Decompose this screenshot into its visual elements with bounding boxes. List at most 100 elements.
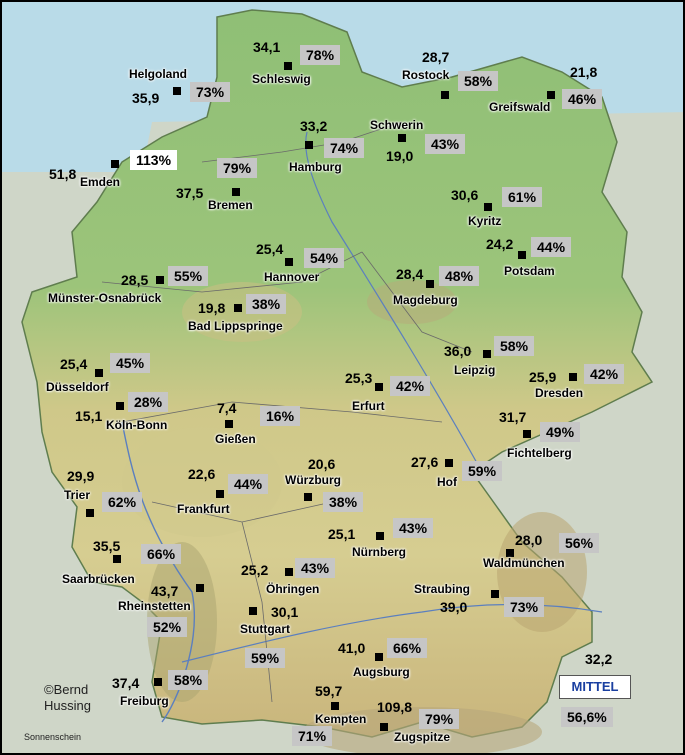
label-schleswig: Schleswig xyxy=(252,72,311,86)
caption-sonnenschein: Sonnenschein xyxy=(24,732,82,742)
label-trier: Trier xyxy=(64,488,91,502)
pct-wuerzburg: 38% xyxy=(323,492,364,512)
value-stuttgart: 30,1 xyxy=(271,604,299,620)
station-marker-frankfurt xyxy=(216,490,224,498)
station-marker-kempten xyxy=(331,702,339,710)
pct-bremen: 79% xyxy=(217,158,258,178)
station-marker-hof xyxy=(445,459,453,467)
pct-schwerin: 43% xyxy=(425,134,466,154)
station-marker-leipzig xyxy=(483,350,491,358)
mittel-label: MITTEL xyxy=(559,675,631,699)
pct-schleswig: 78% xyxy=(300,45,341,65)
value-koelnbonn: 15,1 xyxy=(75,408,103,424)
label-dresden: Dresden xyxy=(535,386,584,400)
label-saarbruecken: Saarbrücken xyxy=(62,572,135,586)
pct-straubing: 73% xyxy=(504,597,545,617)
value-duesseldorf: 25,4 xyxy=(60,356,88,372)
station-marker-rheinstetten xyxy=(196,584,204,592)
pct-erfurt: 42% xyxy=(390,376,431,396)
pct-freiburg: 58% xyxy=(168,670,209,690)
pct-stuttgart: 59% xyxy=(245,648,286,668)
pct-frankfurt: 44% xyxy=(228,474,269,494)
value-emden: 51,8 xyxy=(49,166,77,182)
elbe-river xyxy=(305,131,483,473)
pct-hof: 59% xyxy=(462,461,503,481)
pct-giessen: 16% xyxy=(260,406,301,426)
pct-emden: 113% xyxy=(130,150,178,170)
label-rostock: Rostock xyxy=(402,68,450,82)
value-magdeburg: 28,4 xyxy=(396,266,424,282)
label-greifswald: Greifswald xyxy=(489,100,551,114)
label-zugspitze: Zugspitze xyxy=(394,730,450,744)
station-marker-koelnbonn xyxy=(116,402,124,410)
value-schwerin: 19,0 xyxy=(386,148,414,164)
value-leipzig: 36,0 xyxy=(444,343,472,359)
station-marker-bremen xyxy=(232,188,240,196)
value-potsdam: 24,2 xyxy=(486,236,514,252)
station-marker-duesseldorf xyxy=(95,369,103,377)
label-muenster: Münster-Osnabrück xyxy=(48,291,162,305)
state-borders xyxy=(101,121,473,703)
value-hamburg: 33,2 xyxy=(300,118,328,134)
pct-helgoland: 73% xyxy=(190,82,231,102)
pct-trier: 62% xyxy=(102,492,143,512)
label-hof: Hof xyxy=(437,475,457,489)
pct-potsdam: 44% xyxy=(531,237,572,257)
station-marker-schwerin xyxy=(398,134,406,142)
value-frankfurt: 22,6 xyxy=(188,466,216,482)
value-wuerzburg: 20,6 xyxy=(308,456,336,472)
label-oehringen: Öhringen xyxy=(266,582,320,596)
value-waldmuenchen: 28,0 xyxy=(515,532,543,548)
station-marker-oehringen xyxy=(285,568,293,576)
pct-oehringen: 43% xyxy=(295,558,336,578)
mittel-pct: 56,6% xyxy=(561,707,613,727)
value-straubing: 39,0 xyxy=(440,599,468,615)
label-waldmuenchen: Waldmünchen xyxy=(483,556,565,570)
label-stuttgart: Stuttgart xyxy=(240,622,290,636)
label-straubing: Straubing xyxy=(414,582,470,596)
label-kempten: Kempten xyxy=(315,712,367,726)
station-marker-erfurt xyxy=(375,383,383,391)
pct-dresden: 42% xyxy=(584,364,625,384)
station-marker-muenster xyxy=(156,276,164,284)
mittel-value: 32,2 xyxy=(585,651,613,667)
value-erfurt: 25,3 xyxy=(345,370,373,386)
label-rheinstetten: Rheinstetten xyxy=(118,599,191,613)
value-zugspitze: 109,8 xyxy=(377,699,413,715)
station-marker-potsdam xyxy=(518,251,526,259)
station-marker-saarbruecken xyxy=(113,555,121,563)
value-hannover: 25,4 xyxy=(256,241,284,257)
pct-rostock: 58% xyxy=(458,71,499,91)
label-helgoland: Helgoland xyxy=(129,67,188,81)
label-bremen: Bremen xyxy=(208,198,253,212)
label-augsburg: Augsburg xyxy=(353,665,410,679)
station-marker-hamburg xyxy=(305,141,313,149)
label-badlipp: Bad Lippspringe xyxy=(188,319,283,333)
pct-duesseldorf: 45% xyxy=(110,353,151,373)
station-marker-badlipp xyxy=(234,304,242,312)
pct-magdeburg: 48% xyxy=(439,266,480,286)
value-kempten: 59,7 xyxy=(315,683,343,699)
value-rheinstetten: 43,7 xyxy=(151,583,179,599)
label-hamburg: Hamburg xyxy=(289,160,342,174)
pct-kempten: 71% xyxy=(292,726,333,746)
value-saarbruecken: 35,5 xyxy=(93,538,121,554)
pct-koelnbonn: 28% xyxy=(128,392,169,412)
label-duesseldorf: Düsseldorf xyxy=(46,380,109,394)
station-marker-wuerzburg xyxy=(304,493,312,501)
value-trier: 29,9 xyxy=(67,468,95,484)
alps xyxy=(302,707,542,753)
pct-hannover: 54% xyxy=(304,248,345,268)
station-marker-augsburg xyxy=(375,653,383,661)
station-marker-rostock xyxy=(441,91,449,99)
station-marker-trier xyxy=(86,509,94,517)
station-marker-waldmuenchen xyxy=(506,549,514,557)
station-marker-greifswald xyxy=(547,91,555,99)
value-nuernberg: 25,1 xyxy=(328,526,356,542)
label-giessen: Gießen xyxy=(215,432,256,446)
copyright-note: ©Bernd Hussing xyxy=(44,682,91,713)
pct-augsburg: 66% xyxy=(387,638,428,658)
value-augsburg: 41,0 xyxy=(338,640,366,656)
pct-muenster: 55% xyxy=(168,266,209,286)
station-marker-emden xyxy=(111,160,119,168)
